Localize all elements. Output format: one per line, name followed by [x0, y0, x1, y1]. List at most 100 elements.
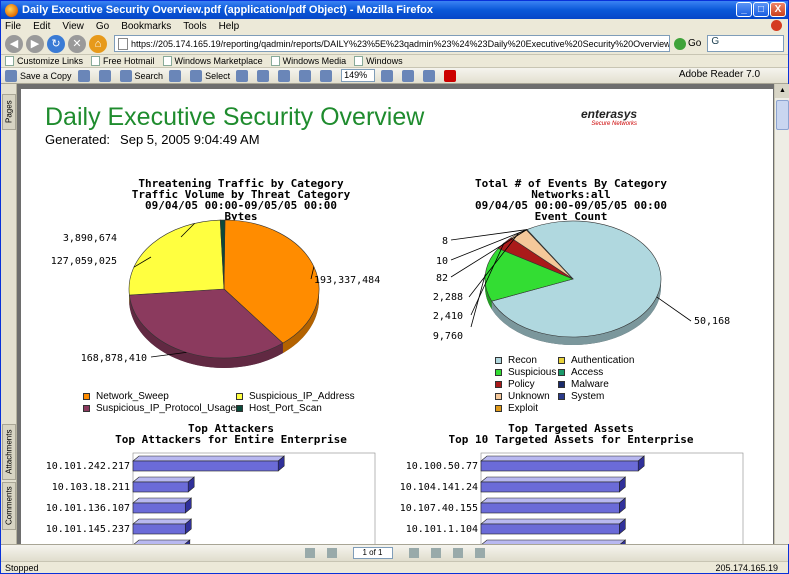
chart2-value-label-3: 2,288 [433, 292, 463, 303]
menu-go[interactable]: Go [95, 20, 110, 32]
chart4-category-label-2: 10.107.40.155 [400, 503, 478, 514]
chart2-leader-6 [450, 229, 528, 241]
legend-exploit: Exploit [495, 403, 538, 414]
legend-swatch [558, 381, 565, 388]
select-tool-button[interactable]: Select [190, 69, 230, 82]
address-url: https://205.174.165.19/reporting/qadmin/… [131, 38, 670, 49]
legend-swatch [558, 393, 565, 400]
link-hotmail[interactable]: Free Hotmail [91, 56, 155, 66]
chart3-bar-1 [132, 481, 189, 493]
zoom-select[interactable]: 149% [341, 69, 376, 82]
chart1-leader-1 [150, 351, 187, 358]
last-page-icon[interactable] [430, 548, 441, 558]
link-page-icon [5, 56, 14, 66]
reader-toolbar: Save a Copy Search Select 149% Adobe Rea… [1, 68, 788, 84]
print-button[interactable] [77, 69, 93, 82]
next-view-icon[interactable] [474, 548, 485, 558]
minimize-button[interactable]: _ [736, 2, 752, 17]
snapshot-button[interactable] [236, 69, 251, 82]
chart2-title-block: Total # of Events By Category Networks:a… [421, 178, 721, 222]
rotate-button[interactable] [402, 69, 417, 82]
scroll-up-icon[interactable]: ▲ [775, 84, 789, 98]
first-page-icon[interactable] [304, 548, 315, 558]
link-customize[interactable]: Customize Links [5, 56, 83, 66]
chart4-category-label-1: 10.104.141.24 [400, 482, 478, 493]
tools-button[interactable] [423, 69, 438, 82]
menu-file[interactable]: File [5, 20, 22, 32]
chart3-category-label-3: 10.101.145.237 [46, 524, 130, 535]
link-page-icon [91, 56, 101, 66]
links-toolbar: Customize Links Free Hotmail Windows Mar… [1, 55, 788, 68]
legend-suspicious-ip-protocol: Suspicious_IP_Protocol_Usage [83, 403, 236, 414]
status-text: Stopped [5, 563, 39, 573]
stop-icon[interactable]: ✕ [68, 34, 86, 53]
search-input[interactable]: G [707, 35, 785, 52]
go-button[interactable]: Go [674, 37, 701, 50]
chart1-leader-0 [310, 266, 315, 280]
zoom-in-tool-button[interactable] [257, 69, 272, 82]
reload-icon[interactable]: ↻ [47, 34, 65, 53]
maximize-button[interactable]: □ [753, 2, 769, 17]
title-bar: Daily Executive Security Overview.pdf (a… [1, 1, 788, 19]
plus-icon [381, 69, 394, 82]
menu-view[interactable]: View [62, 20, 84, 32]
chart4-bar-top-0 [480, 455, 646, 462]
home-icon[interactable]: ⌂ [89, 34, 107, 53]
next-page-icon[interactable] [408, 548, 419, 558]
chart3-category-label-2: 10.101.136.107 [46, 503, 130, 514]
menu-bookmarks[interactable]: Bookmarks [121, 20, 172, 32]
chart4-title: Top Targeted Assets [508, 422, 634, 435]
chart2-value-label-4: 82 [436, 273, 448, 284]
page-indicator[interactable]: 1 of 1 [352, 547, 393, 559]
link-marketplace[interactable]: Windows Marketplace [162, 56, 263, 66]
scroll-thumb[interactable] [776, 100, 789, 130]
legend-recon: Recon [495, 355, 537, 366]
email-icon [98, 69, 111, 82]
binoculars-icon [119, 69, 132, 82]
zoom-out-button[interactable] [320, 69, 335, 82]
previous-page-icon[interactable] [326, 548, 337, 558]
back-arrow-icon[interactable]: ◀ [5, 34, 23, 53]
firefox-icon [5, 3, 18, 17]
page-icon [118, 37, 128, 50]
chart2-unit: Event Count [534, 210, 608, 223]
vertical-scrollbar[interactable]: ▲ [774, 84, 789, 544]
legend-policy: Policy [495, 379, 535, 390]
adobe-reader-label: Adobe Reader 7.0 [678, 69, 760, 80]
yahoo-button[interactable] [444, 69, 459, 82]
chart3-bar-top-2 [132, 497, 193, 504]
chart2-leader-3 [468, 233, 519, 298]
search-button[interactable]: Search [119, 69, 163, 82]
menu-edit[interactable]: Edit [33, 20, 51, 32]
link-windows-media[interactable]: Windows Media [270, 56, 346, 66]
address-bar[interactable]: https://205.174.165.19/reporting/qadmin/… [114, 35, 670, 52]
chart3-bar-top-0 [132, 455, 286, 462]
fit-page-icon [299, 69, 312, 82]
attachments-tab[interactable]: Attachments [2, 424, 16, 480]
fit-page-button[interactable] [299, 69, 314, 82]
email-button[interactable] [98, 69, 114, 82]
comments-tab[interactable]: Comments [2, 482, 16, 530]
save-copy-button[interactable]: Save a Copy [5, 69, 72, 82]
window-title: Daily Executive Security Overview.pdf (a… [22, 4, 433, 16]
forward-arrow-icon[interactable]: ▶ [26, 34, 44, 53]
hand-tool-button[interactable] [169, 69, 184, 82]
zoom-in-button[interactable] [381, 69, 396, 82]
chart2-value-label-5: 10 [436, 256, 448, 267]
link-windows[interactable]: Windows [354, 56, 403, 66]
menu-tools[interactable]: Tools [183, 20, 207, 32]
previous-view-icon[interactable] [452, 548, 463, 558]
chart1-value-label-2: 127,059,025 [51, 256, 117, 267]
actual-size-button[interactable] [278, 69, 293, 82]
stop-indicator-icon [771, 20, 782, 31]
chart4-subtitle: Top 10 Targeted Assets for Enterprise [448, 433, 694, 446]
chart2-value-label-6: 8 [442, 236, 448, 247]
status-ip: 205.174.165.19 [715, 563, 778, 573]
pages-tab[interactable]: Pages [2, 94, 16, 130]
close-button[interactable]: X [770, 2, 786, 17]
menu-bar: File Edit View Go Bookmarks Tools Help [1, 19, 788, 33]
menu-help[interactable]: Help [218, 20, 240, 32]
chart1-slice-2 [128, 219, 225, 296]
save-icon [5, 69, 17, 82]
chart4-category-label-3: 10.101.1.104 [406, 524, 478, 535]
